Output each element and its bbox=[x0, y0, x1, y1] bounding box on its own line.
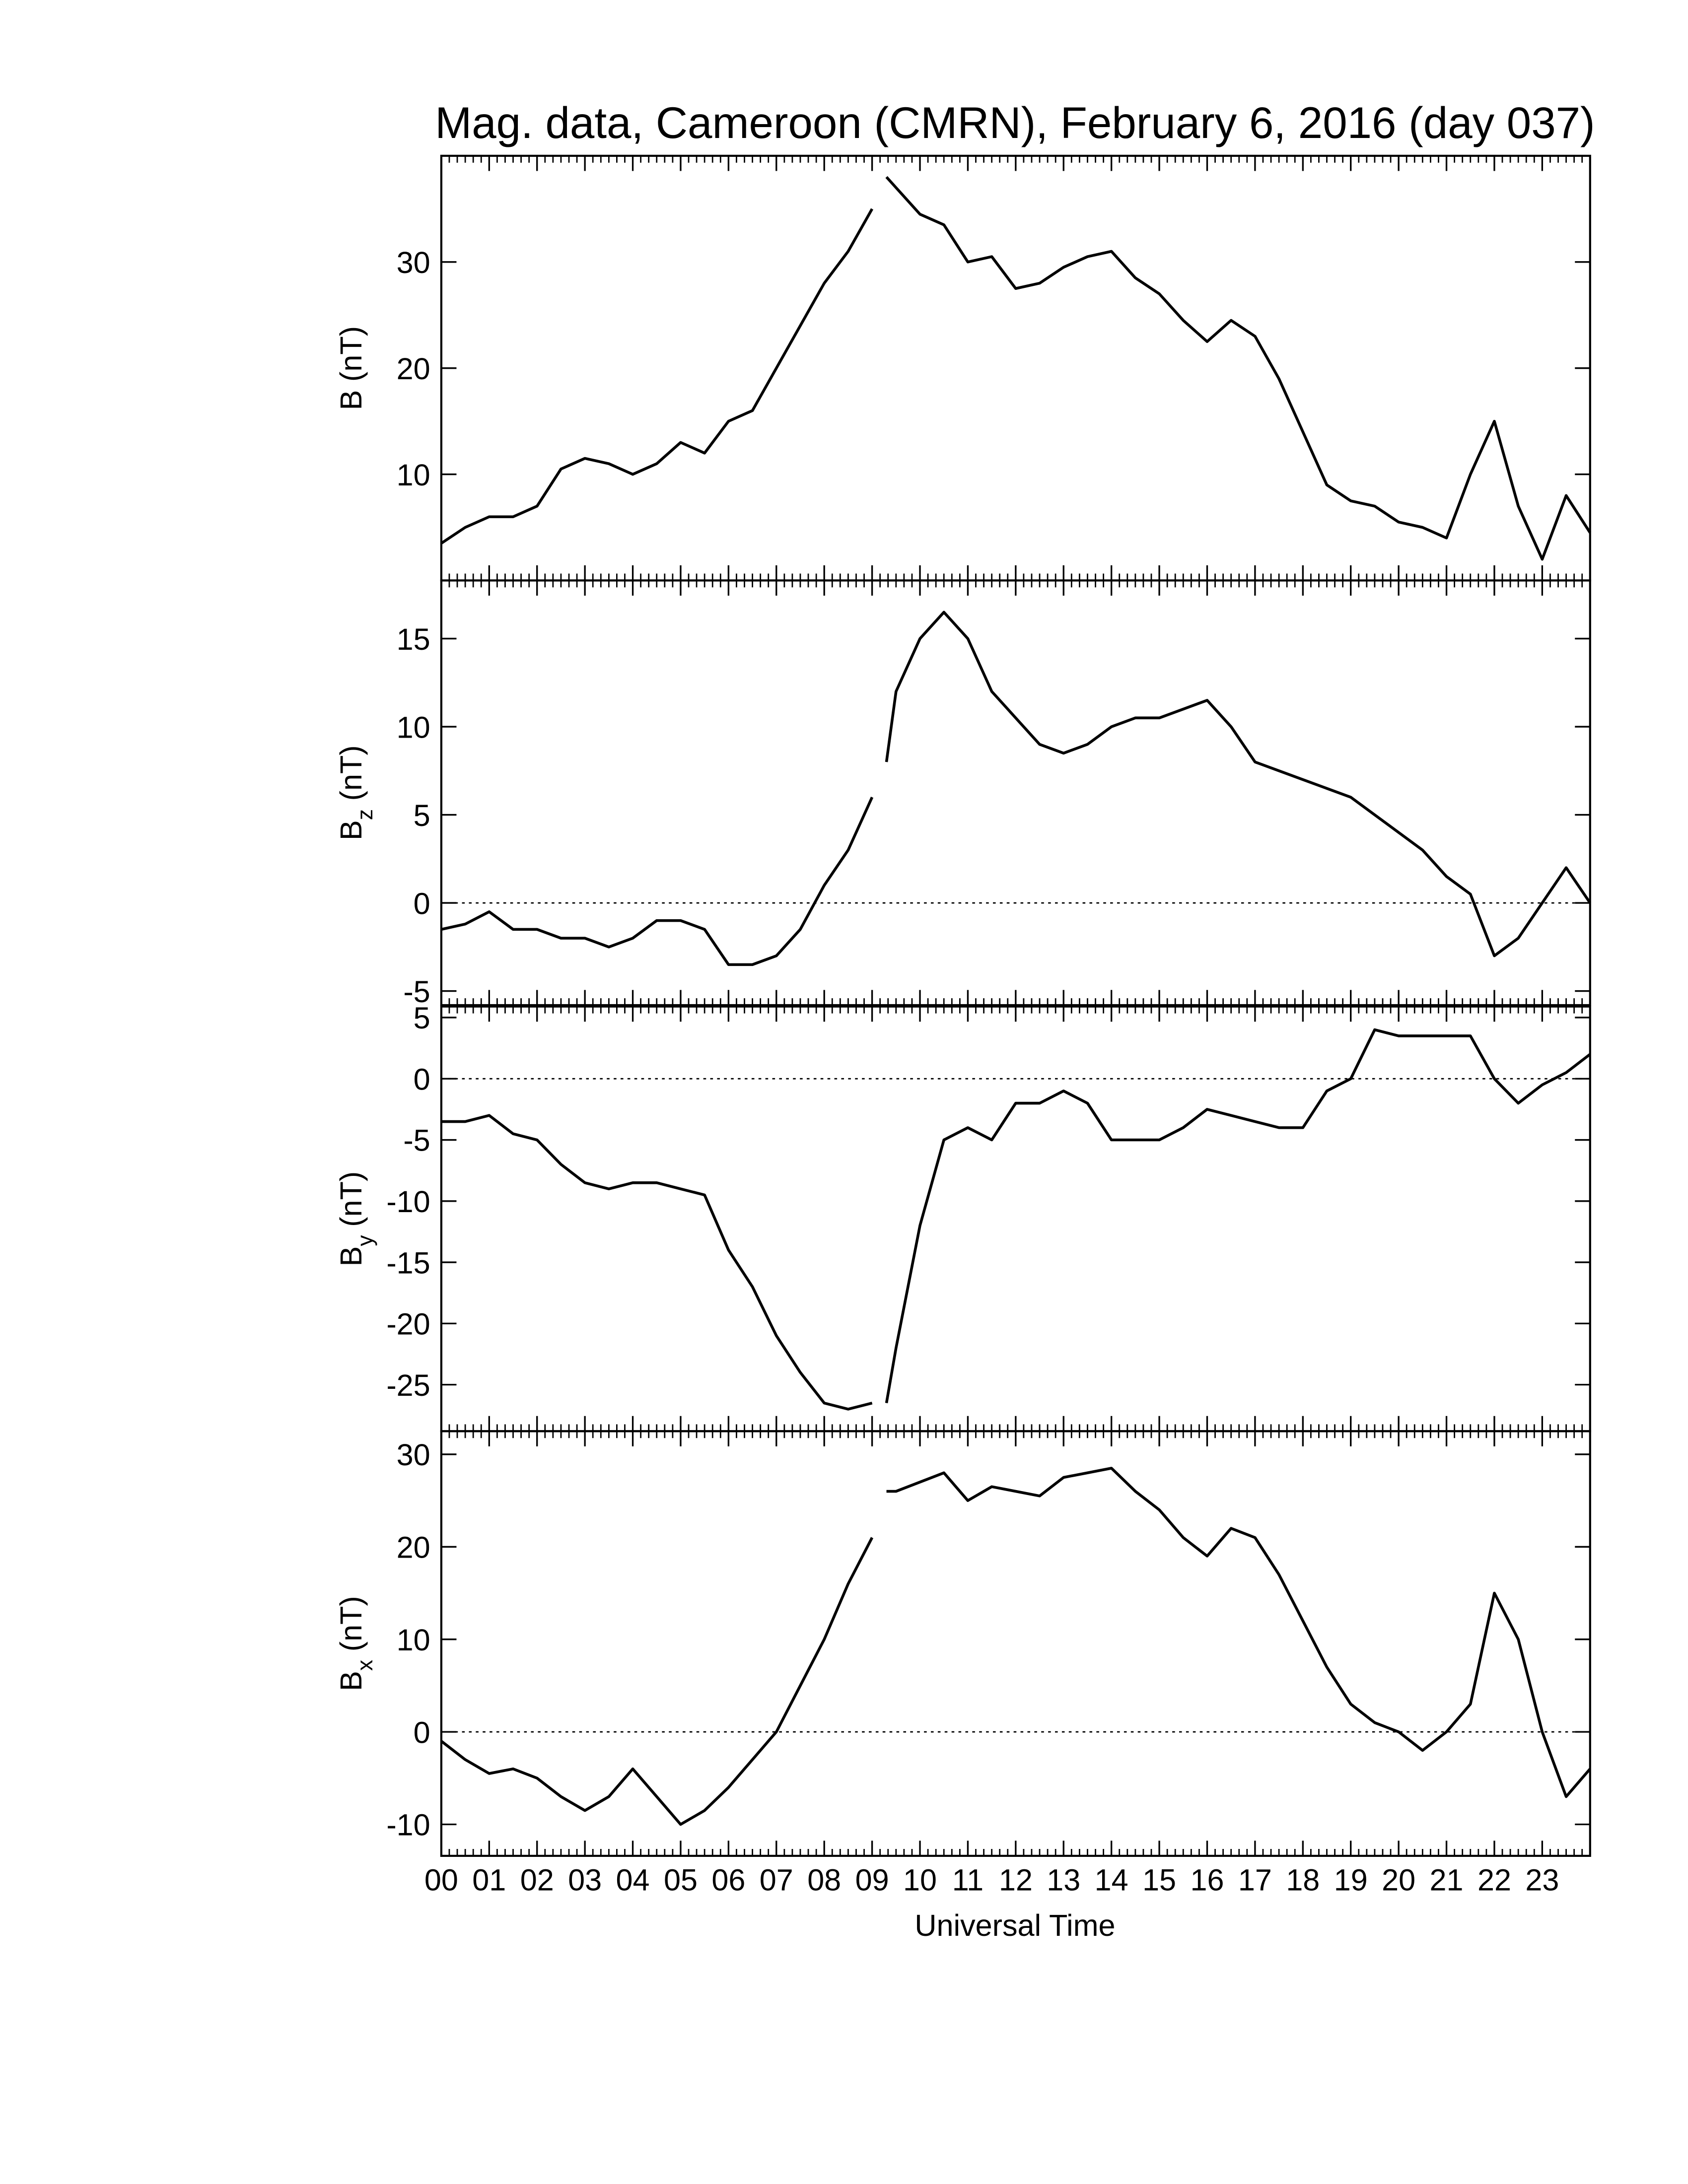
x-tick-label: 23 bbox=[1525, 1863, 1559, 1897]
x-tick-label: 07 bbox=[760, 1863, 793, 1897]
y-axis-label: B (nT) bbox=[334, 326, 368, 410]
x-tick-label: 01 bbox=[472, 1863, 506, 1897]
y-tick-label: 5 bbox=[414, 799, 430, 832]
y-label-base: B bbox=[334, 390, 368, 410]
y-tick-label: -5 bbox=[403, 1124, 430, 1158]
x-tick-label: 05 bbox=[664, 1863, 698, 1897]
x-tick-label: 09 bbox=[855, 1863, 889, 1897]
y-label-unit: (nT) bbox=[334, 745, 368, 801]
y-label-base: B bbox=[334, 1246, 368, 1267]
y-label-sub: x bbox=[353, 1660, 377, 1671]
plot-frame bbox=[440, 1005, 1591, 1433]
x-tick-label: 08 bbox=[807, 1863, 841, 1897]
y-label-unit: (nT) bbox=[334, 1171, 368, 1227]
y-tick-label: -10 bbox=[386, 1185, 430, 1219]
x-tick-label: 13 bbox=[1047, 1863, 1080, 1897]
y-tick-label: -25 bbox=[386, 1368, 430, 1402]
x-tick-label: 21 bbox=[1430, 1863, 1464, 1897]
y-tick-label: -20 bbox=[386, 1307, 430, 1341]
x-tick-label: 12 bbox=[999, 1863, 1033, 1897]
y-axis-label: Bz (nT) bbox=[334, 745, 377, 840]
data-line bbox=[440, 1467, 1591, 1826]
y-label-unit: (nT) bbox=[334, 326, 368, 382]
y-axis-label: By (nT) bbox=[334, 1171, 377, 1267]
y-tick-label: 20 bbox=[397, 352, 430, 386]
y-label-base: B bbox=[334, 820, 368, 840]
y-tick-label: 10 bbox=[397, 1623, 430, 1657]
y-tick-label: 10 bbox=[397, 458, 430, 492]
y-label-base: B bbox=[334, 1671, 368, 1691]
x-tick-label: 15 bbox=[1142, 1863, 1176, 1897]
x-tick-label: 14 bbox=[1095, 1863, 1128, 1897]
y-tick-label: 20 bbox=[397, 1531, 430, 1565]
x-tick-label: 10 bbox=[903, 1863, 937, 1897]
y-tick-label: 0 bbox=[414, 887, 430, 920]
y-tick-label: 5 bbox=[414, 1001, 430, 1035]
y-tick-label: 0 bbox=[414, 1715, 430, 1749]
y-tick-label: 10 bbox=[397, 710, 430, 744]
data-line bbox=[441, 611, 1592, 966]
x-tick-label: 16 bbox=[1190, 1863, 1224, 1897]
x-tick-label: 04 bbox=[616, 1863, 650, 1897]
data-line bbox=[441, 1028, 1591, 1411]
y-axis-label: Bx (nT) bbox=[334, 1596, 377, 1691]
y-tick-label: -15 bbox=[386, 1246, 430, 1280]
x-tick-label: 06 bbox=[711, 1863, 745, 1897]
x-tick-label: 11 bbox=[952, 1863, 984, 1897]
y-label-sub: z bbox=[353, 809, 377, 820]
y-tick-label: 30 bbox=[397, 1438, 430, 1472]
x-axis-label: Universal Time bbox=[914, 1909, 1115, 1942]
plot-frame bbox=[440, 154, 1591, 582]
y-tick-label: 0 bbox=[414, 1062, 430, 1096]
x-tick-label: 17 bbox=[1238, 1863, 1272, 1897]
x-tick-label: 19 bbox=[1334, 1863, 1368, 1897]
y-label-unit: (nT) bbox=[334, 1596, 368, 1651]
plot-frame bbox=[440, 579, 1591, 1007]
y-tick-label: -10 bbox=[386, 1808, 430, 1842]
x-tick-label: 03 bbox=[568, 1863, 602, 1897]
x-tick-label: 22 bbox=[1477, 1863, 1511, 1897]
x-tick-label: 18 bbox=[1286, 1863, 1320, 1897]
y-tick-label: 15 bbox=[397, 622, 430, 656]
x-tick-label: 00 bbox=[424, 1863, 458, 1897]
data-line bbox=[440, 176, 1592, 561]
x-tick-label: 20 bbox=[1382, 1863, 1415, 1897]
y-tick-label: 30 bbox=[397, 246, 430, 279]
chart-title: Mag. data, Cameroon (CMRN), February 6, … bbox=[435, 98, 1595, 147]
x-tick-label: 02 bbox=[520, 1863, 554, 1897]
y-label-sub: y bbox=[353, 1235, 377, 1246]
y-tick-label: -5 bbox=[403, 975, 430, 1009]
